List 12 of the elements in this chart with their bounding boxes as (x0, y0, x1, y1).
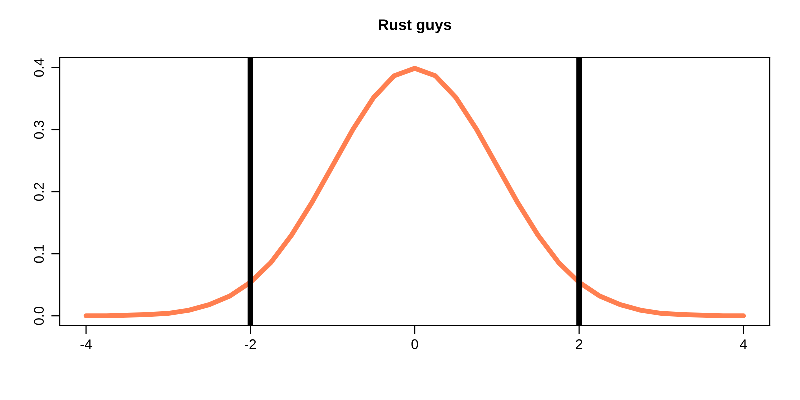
y-tick-label: 0.0 (34, 306, 44, 326)
line-series (84, 66, 746, 319)
y-tick-label: 0.2 (34, 183, 44, 202)
x-tick-label: 2 (576, 340, 583, 350)
y-tick-label: 0.3 (34, 120, 44, 140)
x-tick-label: -4 (80, 340, 92, 350)
y-tick-label: 0.4 (34, 58, 44, 78)
chart-title: Rust guys (379, 20, 452, 34)
x-tick-label: 0 (412, 340, 418, 350)
x-tick-label: -2 (245, 340, 256, 350)
y-tick-label: 0.1 (34, 245, 44, 264)
x-tick-label: 4 (740, 340, 748, 350)
